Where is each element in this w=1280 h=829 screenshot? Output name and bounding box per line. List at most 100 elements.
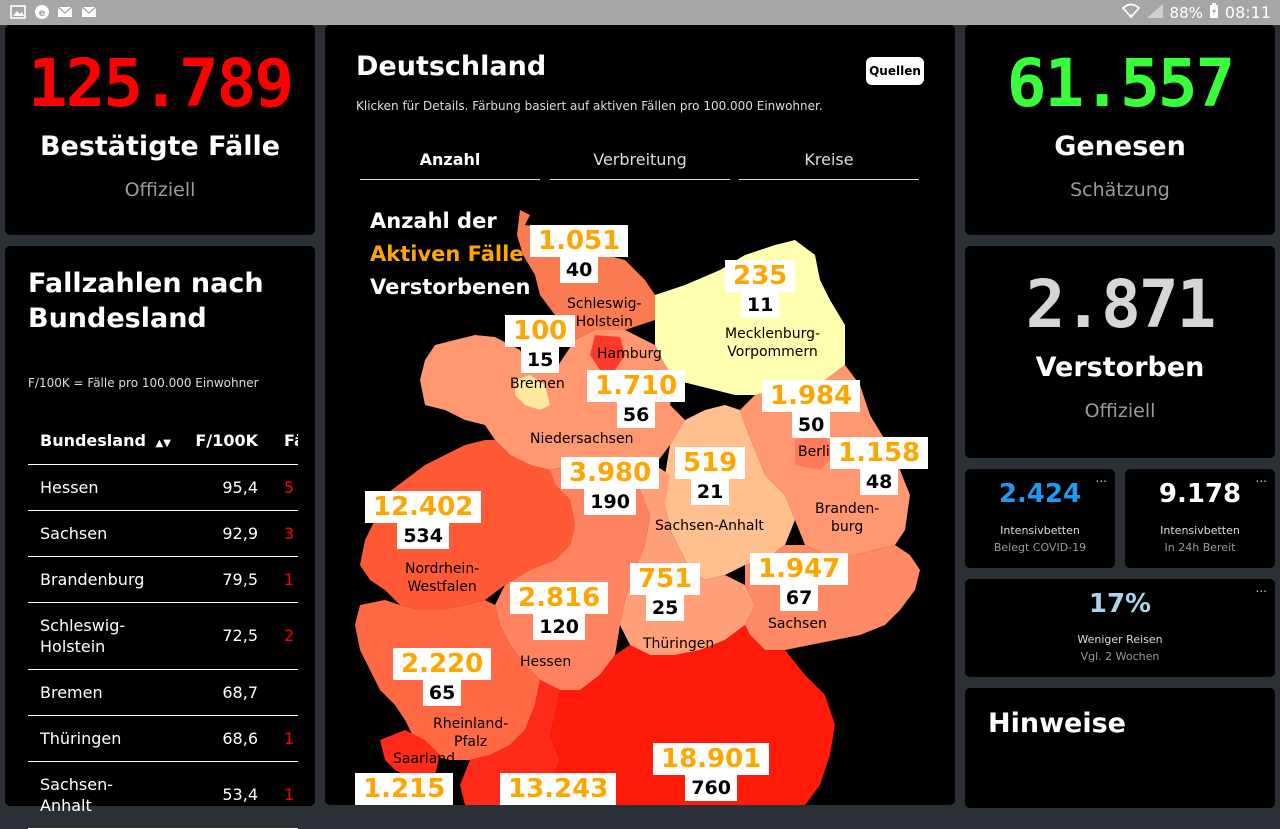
table-row[interactable]: Schleswig-Holstein 72,5 2 xyxy=(28,602,298,670)
state-label[interactable]: Berlin xyxy=(798,444,839,460)
state-count-box[interactable]: 1.051 40 xyxy=(530,225,629,283)
state-count-box[interactable]: 1.215 xyxy=(355,773,454,805)
more-icon[interactable]: ... xyxy=(1095,471,1107,485)
state-label[interactable]: Thüringen xyxy=(643,636,715,652)
state-label[interactable]: Rheinland- Pfalz xyxy=(433,716,509,750)
tab-kreise[interactable]: Kreise xyxy=(739,150,919,180)
deaths-count: 25 xyxy=(645,595,685,621)
icu-covid-label: Intensivbetten xyxy=(1000,524,1080,537)
state-label[interactable]: Nordrhein- Westfalen xyxy=(405,561,480,595)
state-label[interactable]: Bremen xyxy=(510,376,565,392)
icu-covid-sub: Belegt COVID-19 xyxy=(993,541,1087,554)
active-cases-count: 3.980 xyxy=(561,457,660,489)
active-cases-count: 235 xyxy=(725,260,796,292)
column-header-bundesland[interactable]: Bundesland ▲▼ xyxy=(28,418,176,465)
state-shape-saarland[interactable] xyxy=(380,730,440,780)
table-row[interactable]: Sachsen 92,9 3 xyxy=(28,510,298,557)
state-shape-bremen[interactable] xyxy=(515,375,550,410)
state-count-box[interactable]: 235 11 xyxy=(725,260,796,318)
map-title: Deutschland xyxy=(356,51,547,82)
state-count-box[interactable]: 2.220 65 xyxy=(393,648,492,706)
state-count-box[interactable]: 751 25 xyxy=(630,563,701,621)
more-icon[interactable]: ... xyxy=(1255,471,1267,485)
row-name: Thüringen xyxy=(28,715,176,762)
recovered-card[interactable]: 61.557 Genesen Schätzung xyxy=(965,25,1275,235)
deaths-count: 65 xyxy=(422,680,462,706)
row-name: Hessen xyxy=(28,464,176,511)
state-count-box[interactable]: 18.901 760 xyxy=(653,743,770,801)
state-count-box[interactable]: 13.243 xyxy=(500,773,617,805)
icu-covid-card[interactable]: ... 2.424 Intensivbetten Belegt COVID-19 xyxy=(965,469,1115,568)
clock: 08:11 xyxy=(1224,3,1271,22)
state-count-box[interactable]: 1.710 56 xyxy=(587,370,686,428)
row-f100k: 72,5 xyxy=(175,602,280,670)
legend-line-1: Anzahl der xyxy=(370,209,497,233)
deceased-label: Verstorben xyxy=(1035,352,1205,383)
recovered-sub: Schätzung xyxy=(1070,179,1170,201)
state-shape-berlin[interactable] xyxy=(795,435,835,470)
row-name: Sachsen xyxy=(28,510,176,557)
map-legend: Anzahl der Aktiven Fälle Verstorbenen xyxy=(370,205,530,304)
state-label[interactable]: Niedersachsen xyxy=(530,431,634,447)
more-icon[interactable]: ... xyxy=(1255,581,1267,595)
sources-button[interactable]: Quellen xyxy=(866,57,924,85)
notes-title: Hinweise xyxy=(988,708,1126,739)
icu-free-card[interactable]: ... 9.178 Intensivbetten In 24h Bereit xyxy=(1125,469,1275,568)
state-count-box[interactable]: 519 21 xyxy=(675,447,746,505)
state-label[interactable]: Sachsen xyxy=(768,616,827,632)
state-label[interactable]: Saarland xyxy=(393,751,456,767)
deceased-card[interactable]: 2.871 Verstorben Offiziell xyxy=(965,246,1275,458)
row-f100k: 95,4 xyxy=(175,464,280,511)
table-row[interactable]: Thüringen 68,6 1 xyxy=(28,715,298,762)
confirmed-cases-card[interactable]: 125.789 Bestätigte Fälle Offiziell xyxy=(5,25,315,235)
sort-icon[interactable]: ▲▼ xyxy=(155,438,171,450)
confirmed-cases-value: 125.789 xyxy=(27,45,294,122)
active-cases-count: 1.947 xyxy=(750,553,849,585)
deaths-count: 534 xyxy=(397,523,449,549)
table-header-row: Bundesland ▲▼ F/100K Fälle xyxy=(28,418,298,465)
deceased-sub: Offiziell xyxy=(1084,400,1156,422)
state-count-box[interactable]: 1.984 50 xyxy=(762,380,861,438)
state-count-box[interactable]: 100 15 xyxy=(505,315,576,373)
wifi-icon xyxy=(1121,3,1140,23)
state-shape-niedersachsen[interactable] xyxy=(420,330,685,470)
row-cases: 1 xyxy=(280,761,298,829)
recovered-value: 61.557 xyxy=(1006,45,1235,122)
table-row[interactable]: Hessen 95,4 5 xyxy=(28,464,298,511)
icu-free-sub: In 24h Bereit xyxy=(1164,541,1236,554)
row-f100k: 68,7 xyxy=(175,669,280,716)
active-cases-count: 2.816 xyxy=(510,582,609,614)
tab-verbreitung[interactable]: Verbreitung xyxy=(550,150,730,180)
table-row[interactable]: Bremen 68,7 xyxy=(28,669,298,716)
table-row[interactable]: Brandenburg 79,5 1 xyxy=(28,556,298,603)
active-cases-count: 1.984 xyxy=(762,380,861,412)
column-header-f100k[interactable]: F/100K xyxy=(175,418,280,465)
state-label[interactable]: Mecklenburg- Vorpommern xyxy=(725,326,821,360)
state-label[interactable]: Schleswig- Holstein xyxy=(567,296,642,330)
battery-icon xyxy=(1209,2,1219,23)
state-label[interactable]: Hamburg xyxy=(597,346,662,362)
mail-notification-icon xyxy=(57,4,75,20)
table-row[interactable]: Sachsen-Anhalt 53,4 1 xyxy=(28,761,298,829)
state-shape-hamburg[interactable] xyxy=(590,335,625,370)
state-label[interactable]: Hessen xyxy=(520,654,572,670)
deaths-count: 56 xyxy=(616,402,656,428)
deaths-count: 67 xyxy=(779,585,819,611)
active-cases-count: 519 xyxy=(675,447,746,479)
active-cases-count: 13.243 xyxy=(500,773,617,805)
states-panel-note: F/100K = Fälle pro 100.000 Einwohner xyxy=(28,376,259,390)
state-count-box[interactable]: 1.947 67 xyxy=(750,553,849,611)
state-count-box[interactable]: 1.158 48 xyxy=(830,437,929,495)
row-f100k: 92,9 xyxy=(175,510,280,557)
state-count-box[interactable]: 3.980 190 xyxy=(561,457,660,515)
travel-card[interactable]: ... 17% Weniger Reisen Vgl. 2 Wochen xyxy=(965,579,1275,677)
state-shape-nordrhein-westfalen[interactable] xyxy=(360,440,575,610)
state-label[interactable]: Sachsen-Anhalt xyxy=(655,518,764,534)
state-count-box[interactable]: 2.816 120 xyxy=(510,582,609,640)
tab-anzahl[interactable]: Anzahl xyxy=(360,150,540,180)
column-header-cases[interactable]: Fälle xyxy=(280,418,298,465)
gallery-icon xyxy=(9,4,27,20)
state-count-box[interactable]: 12.402 534 xyxy=(365,491,482,549)
state-label[interactable]: Branden-burg xyxy=(815,501,880,535)
status-bar: e 88% 08:11 xyxy=(0,0,1280,25)
